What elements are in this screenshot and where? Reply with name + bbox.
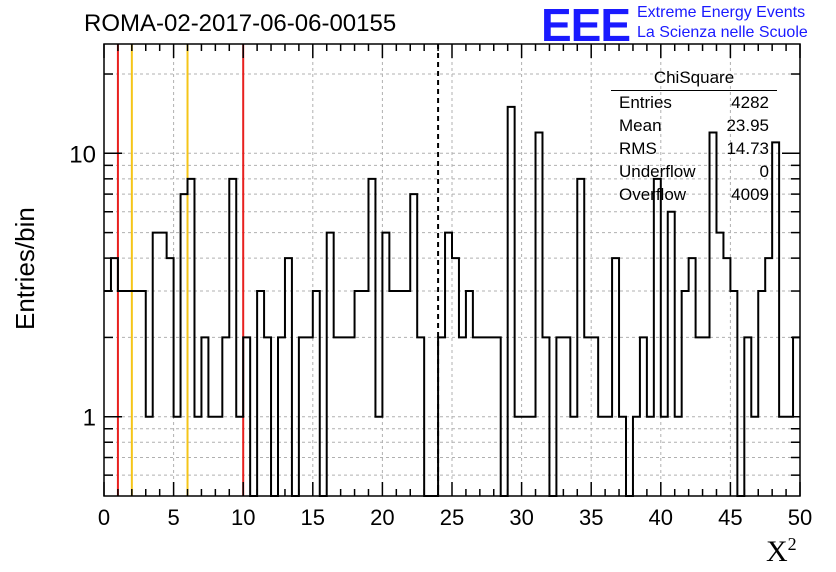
y-tick-label: 1 (83, 405, 96, 432)
x-tick-label: 50 (788, 505, 812, 530)
stats-row-rms: RMS 14.73 (619, 139, 769, 158)
stats-title: ChiSquare (653, 68, 735, 87)
x-tick-label: 45 (718, 505, 742, 530)
stats-row-mean: Mean 23.95 (619, 116, 769, 135)
eee-logo: EEE (541, 0, 631, 51)
x-tick-label: 25 (440, 505, 464, 530)
stats-row-overflow: Overflow 4009 (619, 185, 769, 204)
x-axis-label: X2 (766, 534, 797, 568)
y-tick-labels: 1 10 (69, 141, 96, 431)
brand-line-2: La Scienza nelle Scuole (637, 24, 808, 41)
x-tick-labels: 0 5 10 15 20 25 30 35 40 45 50 (98, 505, 812, 530)
x-tick-label: 30 (509, 505, 533, 530)
x-tick-label: 0 (98, 505, 110, 530)
x-tick-label: 5 (167, 505, 179, 530)
y-axis-label: Entries/bin (10, 207, 40, 330)
stats-row-entries: Entries 4282 (619, 93, 769, 112)
x-tick-label: 15 (301, 505, 325, 530)
y-tick-label: 10 (69, 141, 96, 168)
brand-line-1: Extreme Energy Events (637, 4, 806, 21)
chart-title: ROMA-02-2017-06-06-00155 (84, 10, 397, 37)
x-tick-label: 40 (649, 505, 673, 530)
x-tick-label: 35 (579, 505, 603, 530)
grid-lines (104, 44, 800, 496)
x-tick-label: 10 (231, 505, 255, 530)
stats-row-underflow: Underflow 0 (619, 162, 769, 181)
axis-ticks (103, 44, 801, 496)
stats-divider (611, 90, 777, 91)
stats-box: ChiSquare Entries 4282 Mean 23.95 RMS 14… (611, 66, 777, 206)
reference-lines (116, 44, 440, 496)
histogram-series (104, 105, 800, 497)
x-tick-label: 20 (370, 505, 394, 530)
